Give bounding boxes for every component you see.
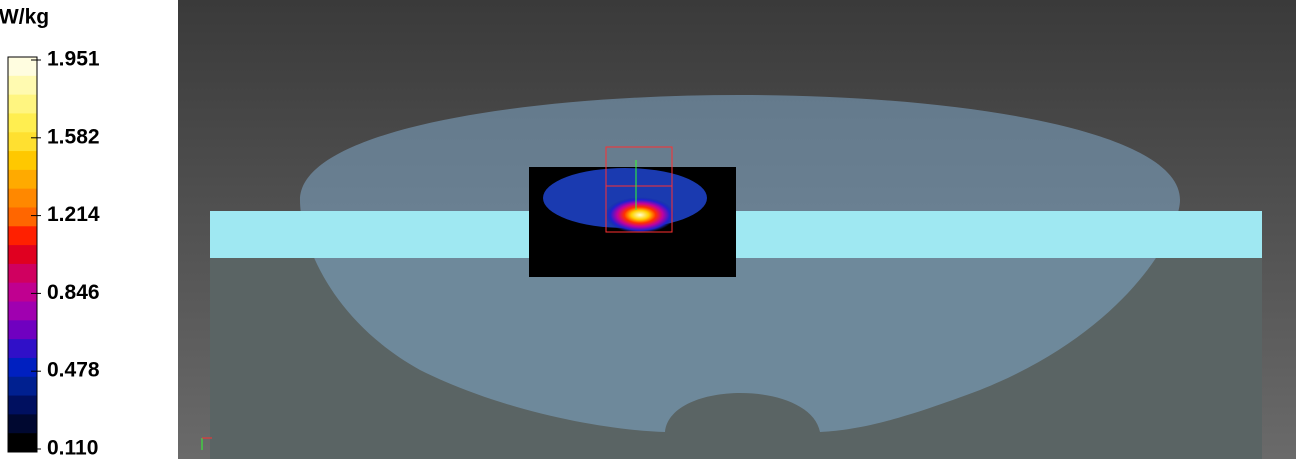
colorbar-segment — [8, 339, 37, 359]
colorbar-segment — [8, 188, 37, 208]
colorbar-segment — [8, 132, 37, 152]
colorbar-label: 0.478 — [47, 359, 100, 382]
colorbar-segment — [8, 320, 37, 340]
colorbar-label: 0.110 — [47, 437, 98, 459]
colorbar-unit: W/kg — [0, 6, 49, 29]
colorbar-segment — [8, 75, 37, 96]
colorbar: 1.951 1.582 1.214 0.846 0.478 0.110 — [7, 48, 100, 459]
colorbar-frame — [7, 56, 38, 453]
sar-hotspot — [605, 197, 675, 233]
viewport — [178, 0, 1296, 459]
colorbar-segment — [8, 282, 37, 303]
zoom-box — [605, 146, 673, 233]
colorbar-label: 0.846 — [47, 281, 100, 304]
colorbar-label: 1.214 — [47, 203, 100, 226]
colorbar-segment — [8, 301, 37, 321]
colorbar-segment — [8, 414, 37, 434]
colorbar-segment — [8, 357, 37, 378]
colorbar-segment — [8, 57, 37, 77]
colorbar-label: 1.951 — [47, 48, 100, 71]
colorbar-segment — [8, 113, 37, 133]
colorbar-segment — [8, 94, 37, 114]
colorbar-segment — [8, 169, 37, 190]
colorbar-segment — [8, 226, 37, 246]
colorbar-segment — [8, 395, 37, 415]
phantom-shape — [300, 95, 1180, 432]
colorbar-segment — [8, 151, 37, 171]
colorbar-label: 1.582 — [47, 125, 100, 148]
colorbar-segment — [8, 207, 37, 227]
colorbar-segment — [8, 245, 37, 265]
colorbar-segment — [8, 376, 37, 397]
colorbar-segment — [8, 263, 37, 284]
colorbar-segment — [8, 433, 37, 453]
